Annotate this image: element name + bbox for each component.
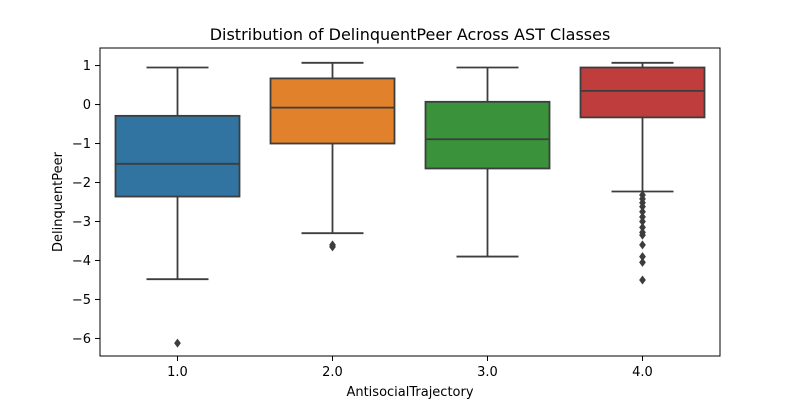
axes: 1 0 −1 −2 −3 −4 −5 −6 1.0 2.0 3.0 4.0 xyxy=(72,47,721,380)
x-tick-label: 2.0 xyxy=(322,365,343,380)
y-tick-label: −5 xyxy=(72,293,91,308)
box-iqr xyxy=(269,77,396,145)
y-tick-label: −4 xyxy=(72,254,91,269)
chart-title: Distribution of DelinquentPeer Across AS… xyxy=(210,25,611,44)
x-tick-label: 3.0 xyxy=(477,365,498,380)
box-group-1 xyxy=(114,66,241,348)
box-group-4 xyxy=(579,61,706,285)
outlier-point xyxy=(329,242,336,252)
axes-frame xyxy=(99,47,721,357)
box-iqr xyxy=(579,66,706,119)
y-tick-label: 1 xyxy=(83,59,91,74)
outlier-point xyxy=(639,230,646,240)
box-group-3 xyxy=(424,66,551,258)
y-tick-label: −3 xyxy=(72,215,91,230)
x-tick-label: 1.0 xyxy=(167,365,188,380)
box-iqr xyxy=(114,114,241,198)
x-axis-label: AntisocialTrajectory xyxy=(346,385,473,400)
y-axis-label: DelinquentPeer xyxy=(51,151,66,252)
y-tick-label: −1 xyxy=(72,137,91,152)
plot-area xyxy=(114,61,706,348)
outlier-point xyxy=(174,338,181,348)
x-tick-label: 4.0 xyxy=(632,365,653,380)
box-iqr xyxy=(424,100,551,170)
y-tick-label: 0 xyxy=(83,98,91,113)
outlier-point xyxy=(639,275,646,285)
y-tick-label: −6 xyxy=(72,332,91,347)
outlier-point xyxy=(639,240,646,250)
box-group-2 xyxy=(269,61,396,252)
outlier-point xyxy=(639,257,646,267)
y-tick-label: −2 xyxy=(72,176,91,191)
